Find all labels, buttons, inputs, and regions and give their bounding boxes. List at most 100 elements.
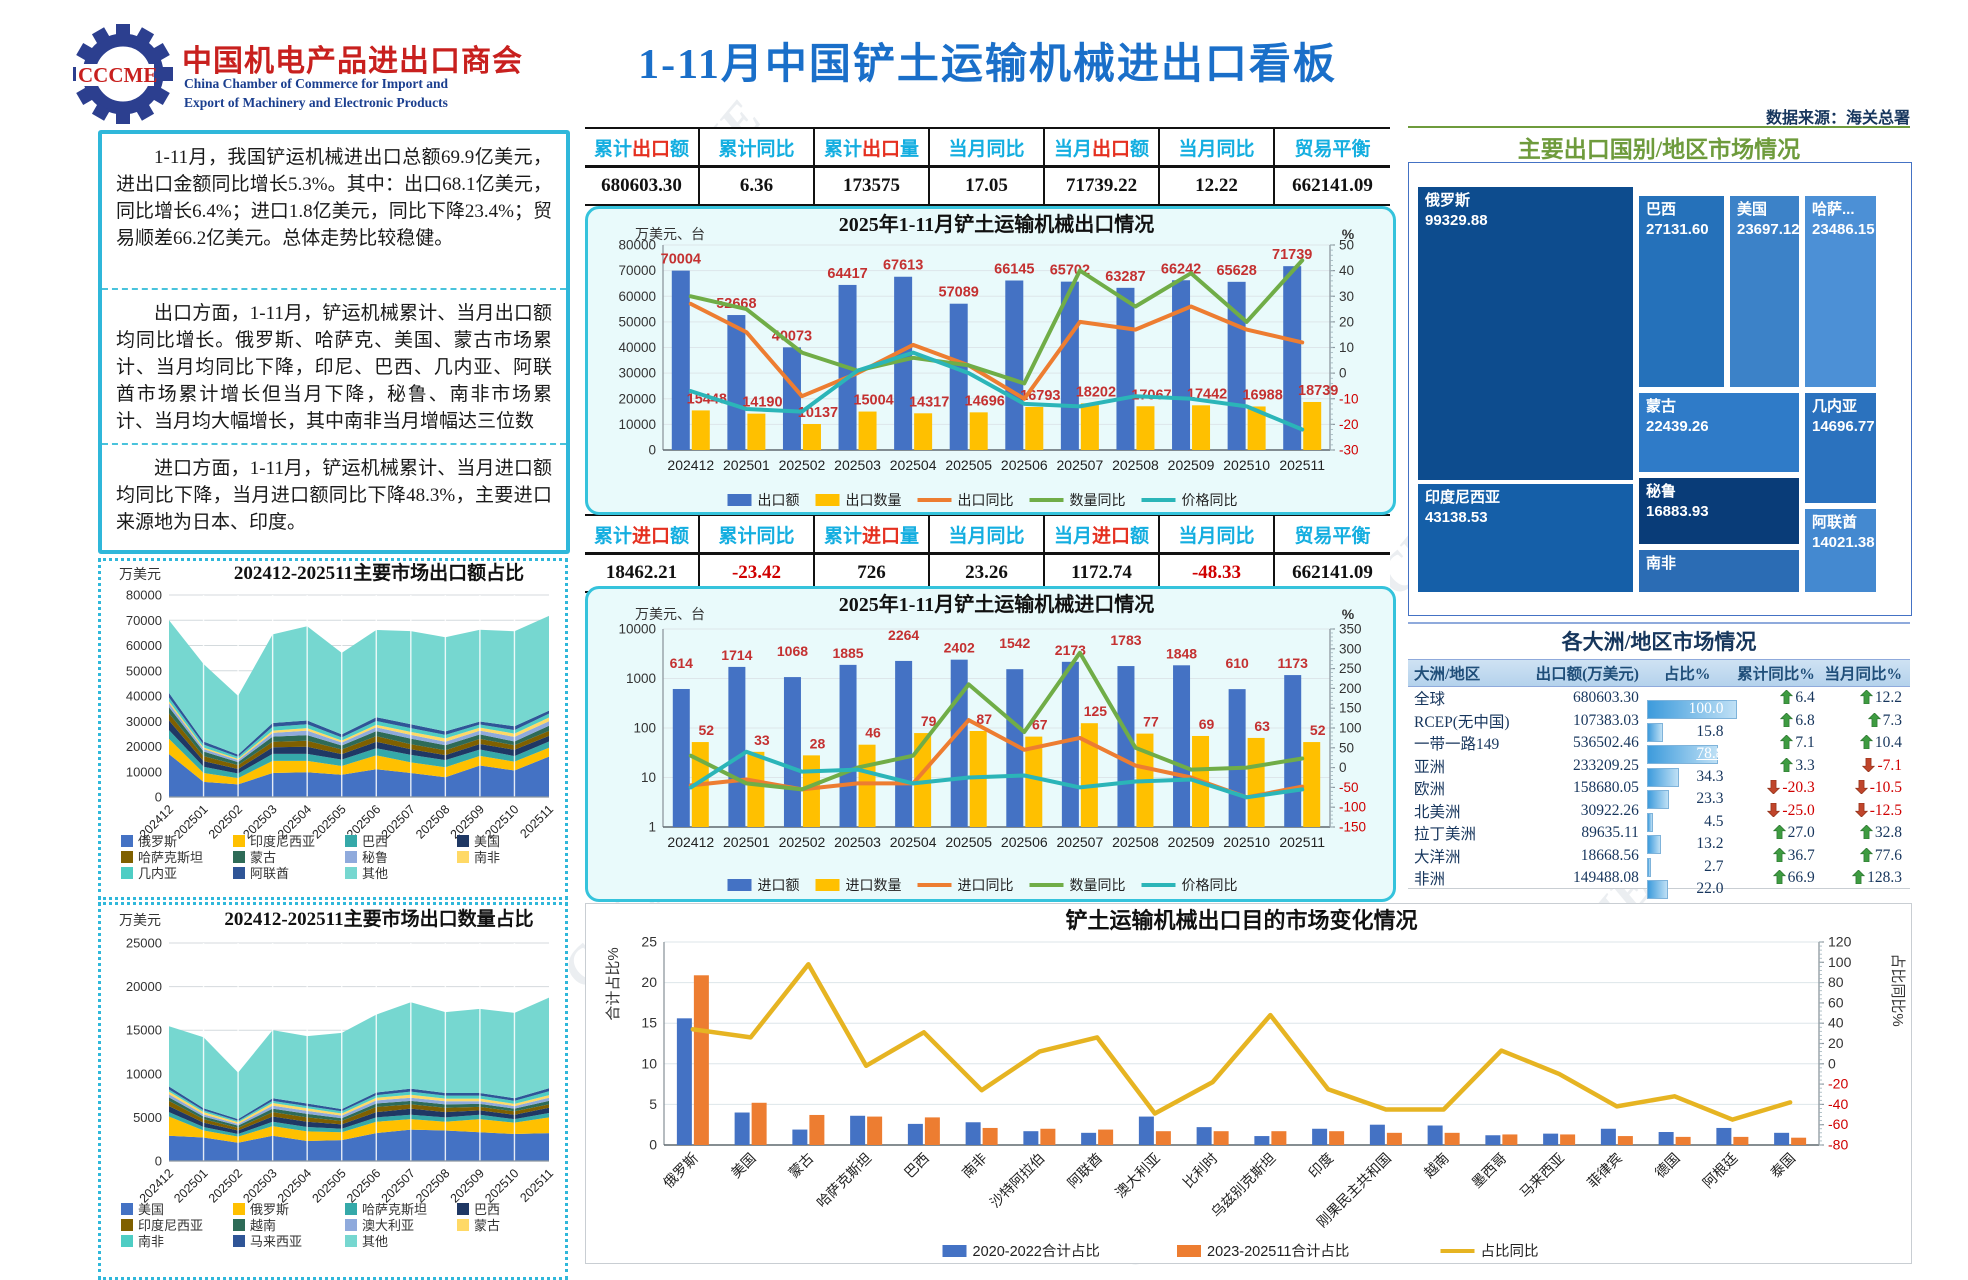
treemap-cell-阿联酋: 阿联酋 14021.38 <box>1804 508 1877 593</box>
svg-text:202503: 202503 <box>834 834 881 850</box>
svg-text:50: 50 <box>1339 740 1354 755</box>
export-chart-panel: 2025年1-11月铲土运输机械出口情况 万美元、台% 0 10000 20000 300… <box>585 206 1396 515</box>
svg-text:50000: 50000 <box>126 663 162 678</box>
svg-text:0: 0 <box>648 443 656 458</box>
svg-text:价格同比: 价格同比 <box>1182 492 1238 508</box>
svg-text:-20: -20 <box>1339 417 1359 432</box>
stat-header-cell: 累计同比 <box>700 127 815 168</box>
svg-text:0: 0 <box>155 790 162 805</box>
svg-text:125: 125 <box>1084 703 1108 719</box>
svg-text:202505: 202505 <box>309 1166 348 1205</box>
svg-text:15: 15 <box>641 1015 657 1031</box>
svg-text:哈萨克斯坦: 哈萨克斯坦 <box>138 850 203 865</box>
svg-text:65628: 65628 <box>1216 263 1256 279</box>
import-stats-table: 累计 进口额累计同比 累计 进口量当月同比 当月 进口额当月同比 贸易平衡 18462.21-… <box>585 514 1390 593</box>
svg-text:52: 52 <box>1310 722 1326 738</box>
svg-text:10000: 10000 <box>126 764 162 779</box>
svg-text:5000: 5000 <box>133 1110 162 1125</box>
market-qty-area-chart: 202412-202511主要市场出口数量占比 万美元 0 5000 10000 1500… <box>101 905 565 1280</box>
svg-text:2025年1-11月铲土运输机械进口情况: 2025年1-11月铲土运输机械进口情况 <box>839 592 1155 616</box>
svg-text:2023-202511合计占比: 2023-202511合计占比 <box>1207 1243 1349 1260</box>
svg-text:67613: 67613 <box>883 258 923 274</box>
svg-text:1173: 1173 <box>1278 655 1309 671</box>
region-table-title: 各大洲/地区市场情况 <box>1561 630 1757 654</box>
svg-text:87: 87 <box>976 711 992 727</box>
svg-text:20: 20 <box>1828 1035 1844 1051</box>
svg-text:610: 610 <box>1225 655 1249 671</box>
svg-text:1885: 1885 <box>832 645 863 661</box>
svg-text:65702: 65702 <box>1050 263 1090 279</box>
svg-text:%: % <box>1342 606 1355 622</box>
svg-text:万美元: 万美元 <box>119 912 161 928</box>
svg-text:10: 10 <box>1339 340 1354 355</box>
svg-text:出口数量: 出口数量 <box>846 492 902 508</box>
svg-text:-80: -80 <box>1828 1137 1848 1153</box>
svg-text:美国: 美国 <box>474 834 500 849</box>
svg-text:40: 40 <box>1339 263 1354 278</box>
svg-text:10000: 10000 <box>618 622 656 637</box>
svg-text:202504: 202504 <box>275 1166 314 1205</box>
region-row-拉丁美洲: 拉丁美洲 89635.11 13.2 27.0 32.8 <box>1414 824 1902 855</box>
summary-box: 1-11月，我国铲运机械进出口总额69.9亿美元，进出口金额同比增长5.3%。其… <box>98 130 570 554</box>
org-name-en-line1: China Chamber of Commerce for Import and <box>184 76 448 91</box>
svg-text:-50: -50 <box>1339 780 1359 795</box>
svg-text:202511: 202511 <box>1279 834 1325 850</box>
region-row-非洲: 非洲 149488.08 22.0 66.9 128.3 <box>1414 869 1902 900</box>
svg-text:澳大利亚: 澳大利亚 <box>1112 1150 1163 1201</box>
svg-text:150: 150 <box>1339 701 1362 716</box>
svg-text:出口额: 出口额 <box>758 492 800 508</box>
svg-text:79: 79 <box>921 713 937 729</box>
svg-text:阿联酋: 阿联酋 <box>250 866 289 881</box>
svg-text:沙特阿拉伯: 沙特阿拉伯 <box>987 1150 1048 1211</box>
svg-text:30: 30 <box>1339 289 1354 304</box>
svg-text:其他: 其他 <box>362 1234 388 1249</box>
svg-text:40: 40 <box>1828 1015 1844 1031</box>
svg-text:10000: 10000 <box>126 1066 162 1081</box>
svg-text:0: 0 <box>649 1137 657 1153</box>
region-row-亚洲: 亚洲 233209.25 34.3 3.3 -7.1 <box>1414 756 1902 787</box>
svg-text:100: 100 <box>1339 721 1362 736</box>
svg-text:2025年1-11月铲土运输机械出口情况: 2025年1-11月铲土运输机械出口情况 <box>839 212 1155 236</box>
svg-text:69: 69 <box>1199 716 1215 732</box>
svg-text:100: 100 <box>633 721 656 736</box>
treemap: 俄罗斯 99329.88 印度尼西亚 43138.53 巴西 27131.60 美国 2369… <box>1408 162 1912 616</box>
svg-text:614: 614 <box>670 655 694 671</box>
svg-text:10: 10 <box>641 770 656 785</box>
cccme-logo-icon: CCCME <box>73 24 173 124</box>
svg-text:越南: 越南 <box>250 1218 276 1233</box>
svg-text:1000: 1000 <box>626 671 656 686</box>
svg-text:202412: 202412 <box>137 1166 176 1205</box>
svg-text:0: 0 <box>1339 366 1347 381</box>
svg-text:202502: 202502 <box>779 834 826 850</box>
stat-header-cell: 累计 出口量 <box>815 127 930 168</box>
region-row-一带一路149: 一带一路149 536502.46 78.8 7.1 10.4 <box>1414 734 1902 765</box>
svg-text:63287: 63287 <box>1105 269 1145 285</box>
org-name-cn: 中国机电产品进出口商会 <box>182 45 523 78</box>
svg-text:印度尼西亚: 印度尼西亚 <box>138 1218 203 1233</box>
svg-text:18739: 18739 <box>1298 383 1338 399</box>
export-chart: 2025年1-11月铲土运输机械出口情况 万美元、台% 0 10000 20000 300… <box>588 209 1393 517</box>
svg-text:28: 28 <box>810 735 826 751</box>
svg-text:100: 100 <box>1828 954 1852 970</box>
svg-text:墨西哥: 墨西哥 <box>1468 1150 1509 1191</box>
svg-text:202510: 202510 <box>1223 457 1270 473</box>
svg-text:250: 250 <box>1339 661 1362 676</box>
svg-text:巴西: 巴西 <box>901 1150 932 1181</box>
region-row-全球: 全球 680603.30 100.0 6.4 12.2 <box>1414 689 1902 720</box>
data-source-note: 数据来源：海关总署 <box>1765 110 1910 127</box>
svg-text:20000: 20000 <box>618 391 656 406</box>
svg-text:印度: 印度 <box>1305 1150 1336 1181</box>
svg-text:巴西: 巴西 <box>474 1202 500 1217</box>
stat-header-cell: 当月 出口额 <box>1045 127 1160 168</box>
svg-text:2020-2022合计占比: 2020-2022合计占比 <box>973 1243 1100 1260</box>
region-row-RCEP(无中国): RCEP(无中国) 107383.03 15.8 6.8 7.3 <box>1414 711 1902 742</box>
svg-text:202503: 202503 <box>834 457 881 473</box>
stat-value-cell: 17.05 <box>930 168 1045 206</box>
svg-text:1068: 1068 <box>777 643 808 659</box>
stat-header-cell: 贸易平衡 <box>1275 514 1390 555</box>
svg-text:300: 300 <box>1339 641 1362 656</box>
svg-text:蒙古: 蒙古 <box>474 1218 500 1233</box>
svg-text:秘鲁: 秘鲁 <box>362 850 388 865</box>
svg-text:5: 5 <box>649 1096 657 1112</box>
